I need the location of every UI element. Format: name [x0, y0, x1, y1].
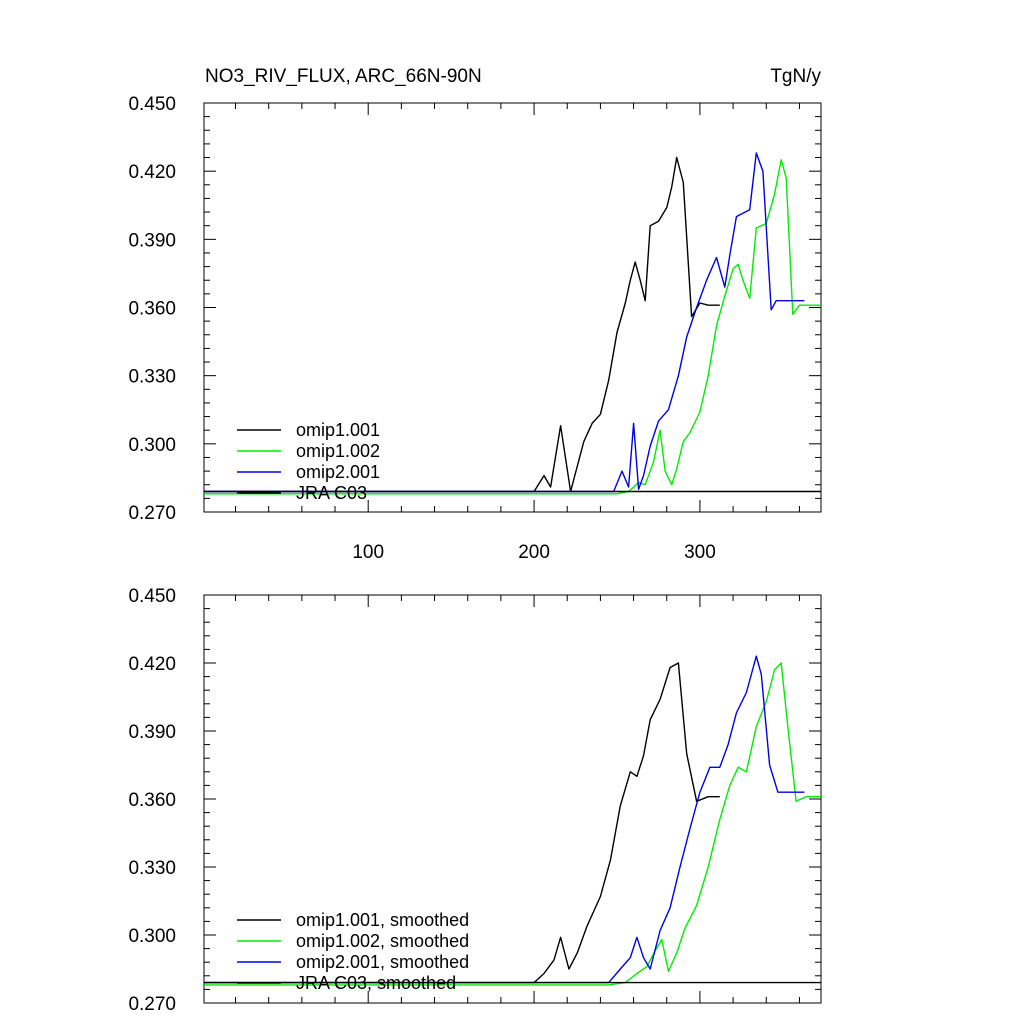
y-tick-label: 0.450 — [128, 586, 176, 607]
series-line — [204, 156, 720, 493]
y-tick-label: 0.360 — [128, 299, 176, 320]
series-line — [204, 662, 821, 986]
y-tick-label: 0.450 — [128, 94, 176, 115]
y-tick-label: 0.300 — [128, 926, 176, 947]
series-line — [204, 655, 805, 984]
series-line — [204, 152, 805, 493]
y-tick-label: 0.390 — [128, 722, 176, 743]
y-tick-label: 0.330 — [128, 858, 176, 879]
series-group — [204, 655, 821, 986]
panel-bottom: 0.270 0.300 0.330 0.360 0.390 0.420 0.450 omip1… — [128, 586, 822, 1015]
figure-title: NO3_RIV_FLUX, ARC_66N-90N — [205, 66, 482, 87]
y-tick-label: 0.300 — [128, 435, 176, 456]
legend-label: omip2.001, smoothed — [296, 952, 469, 972]
x-tick-label: 100 — [352, 542, 384, 563]
x-tick-label: 200 — [518, 542, 550, 563]
legend-label: omip2.001 — [296, 462, 380, 482]
legend-label: omip1.001 — [296, 420, 380, 440]
y-tick-label: 0.420 — [128, 162, 176, 183]
x-tick-label: 300 — [684, 542, 716, 563]
y-tick-label: 0.390 — [128, 230, 176, 251]
legend-label: omip1.001, smoothed — [296, 910, 469, 930]
y-tick-label: 0.270 — [128, 503, 176, 524]
legend-label: JRA C03 — [296, 483, 367, 503]
y-tick-label: 0.420 — [128, 654, 176, 675]
panel-top: 0.270 0.300 0.330 0.360 0.390 0.420 0.450 100 20… — [128, 94, 822, 563]
legend-label: omip1.002 — [296, 441, 380, 461]
legend-label: JRA C03, smoothed — [296, 973, 456, 993]
y-tick-label: 0.330 — [128, 367, 176, 388]
legend-label: omip1.002, smoothed — [296, 931, 469, 951]
series-line — [204, 662, 720, 984]
units-label: TgN/y — [770, 66, 821, 87]
y-tick-label: 0.360 — [128, 790, 176, 811]
series-line — [204, 159, 821, 495]
series-group — [204, 152, 821, 495]
y-tick-label: 0.270 — [128, 994, 176, 1015]
